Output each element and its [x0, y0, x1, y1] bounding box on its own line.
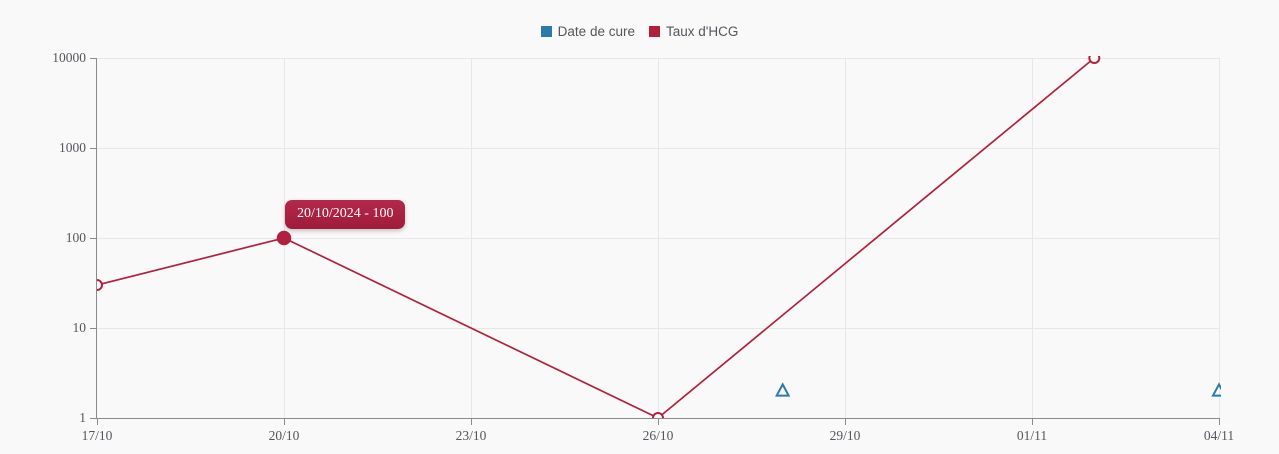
y-axis-tick-label: 100 [65, 230, 86, 245]
data-point[interactable] [1088, 53, 1101, 64]
gridline-vertical [1219, 58, 1220, 418]
data-point-triangle[interactable] [1211, 382, 1225, 397]
y-axis-tick [90, 238, 97, 239]
x-axis-tick [97, 418, 98, 425]
y-axis-tick-label: 1000 [59, 140, 86, 155]
data-point-tooltip: 20/10/2024 - 100 [285, 200, 406, 229]
series-line-taux-hcg [97, 57, 1095, 418]
x-axis-tick-label: 29/10 [829, 428, 861, 443]
y-axis-tick [90, 418, 97, 419]
data-point[interactable] [652, 412, 664, 423]
x-axis-tick-label: 01/11 [1016, 428, 1048, 443]
gridline-vertical [1032, 58, 1033, 418]
x-axis-tick [471, 418, 472, 425]
x-axis-tick [284, 418, 285, 425]
x-axis-tick-label: 17/10 [81, 428, 113, 443]
x-axis-tick-label: 20/10 [268, 428, 300, 443]
x-axis-tick-label: 23/10 [455, 428, 487, 443]
x-axis-tick [845, 418, 846, 425]
gridline-vertical [845, 58, 846, 418]
y-axis-tick-label: 10 [72, 320, 87, 335]
gridline-vertical [658, 58, 659, 418]
data-point-highlighted[interactable] [276, 230, 292, 246]
y-axis-tick-label: 1 [79, 410, 86, 425]
y-axis-tick [90, 58, 97, 59]
x-axis-tick [1219, 418, 1220, 425]
x-axis-tick-label: 26/10 [642, 428, 674, 443]
x-axis-tick [658, 418, 659, 425]
gridline-vertical [471, 58, 472, 418]
y-axis-tick [90, 328, 97, 329]
x-axis-tick [1032, 418, 1033, 425]
y-axis-tick [90, 148, 97, 149]
y-axis-tick-label: 10000 [52, 50, 86, 65]
x-axis-tick-label: 04/11 [1203, 428, 1235, 443]
data-point-triangle[interactable] [775, 382, 791, 397]
data-point[interactable] [92, 279, 103, 292]
